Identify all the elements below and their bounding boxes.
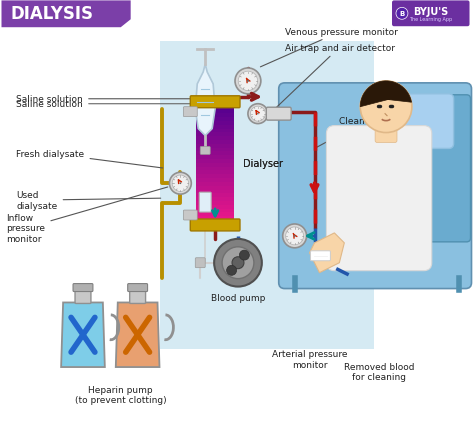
Polygon shape <box>1 1 131 28</box>
Circle shape <box>360 82 412 133</box>
FancyBboxPatch shape <box>183 211 197 220</box>
Circle shape <box>248 105 268 124</box>
Bar <box>196 110 234 114</box>
Bar <box>196 167 234 171</box>
Bar <box>196 133 234 137</box>
Polygon shape <box>116 303 159 367</box>
FancyBboxPatch shape <box>266 108 291 121</box>
Text: B: B <box>399 11 405 17</box>
Bar <box>196 216 234 220</box>
Bar <box>196 159 234 163</box>
Bar <box>196 148 234 152</box>
Text: Clean blood: Clean blood <box>317 117 393 148</box>
Bar <box>196 125 234 129</box>
FancyBboxPatch shape <box>130 290 146 304</box>
FancyBboxPatch shape <box>415 95 471 242</box>
Text: Used
dialysate: Used dialysate <box>17 191 161 210</box>
Bar <box>196 121 234 125</box>
Bar <box>196 106 234 110</box>
Bar <box>196 194 234 198</box>
Circle shape <box>294 235 296 237</box>
Bar <box>196 205 234 209</box>
Text: Heparin pump
(to prevent clotting): Heparin pump (to prevent clotting) <box>75 385 166 404</box>
Circle shape <box>239 251 249 261</box>
FancyBboxPatch shape <box>279 84 472 289</box>
FancyBboxPatch shape <box>310 251 330 261</box>
Bar <box>196 163 234 167</box>
Bar <box>196 113 234 118</box>
Bar <box>196 201 234 205</box>
Circle shape <box>227 266 237 276</box>
Text: Dialyser: Dialyser <box>243 159 283 169</box>
FancyBboxPatch shape <box>199 193 211 212</box>
Circle shape <box>247 81 249 83</box>
Circle shape <box>238 72 257 92</box>
Circle shape <box>169 173 191 195</box>
Polygon shape <box>195 65 215 136</box>
Circle shape <box>232 257 244 269</box>
FancyBboxPatch shape <box>73 284 93 292</box>
FancyBboxPatch shape <box>75 290 91 304</box>
Bar <box>196 144 234 148</box>
Circle shape <box>250 107 265 122</box>
Bar <box>196 174 234 179</box>
Bar <box>196 190 234 194</box>
Text: Fresh dialysate: Fresh dialysate <box>17 149 163 169</box>
Bar <box>196 129 234 133</box>
Circle shape <box>235 69 261 95</box>
FancyBboxPatch shape <box>190 219 240 231</box>
Text: Saline solution: Saline solution <box>17 95 193 104</box>
Bar <box>196 140 234 145</box>
FancyBboxPatch shape <box>195 258 205 268</box>
FancyBboxPatch shape <box>375 121 397 143</box>
Text: Venous pressure monitor: Venous pressure monitor <box>260 28 398 68</box>
FancyBboxPatch shape <box>190 96 240 109</box>
FancyBboxPatch shape <box>327 126 432 271</box>
FancyBboxPatch shape <box>382 95 454 149</box>
Bar <box>196 155 234 160</box>
Bar <box>196 182 234 186</box>
Polygon shape <box>61 303 105 367</box>
FancyBboxPatch shape <box>161 42 374 350</box>
Text: DIALYSIS: DIALYSIS <box>10 5 93 23</box>
Text: BYJU'S: BYJU'S <box>413 7 448 17</box>
FancyBboxPatch shape <box>128 284 147 292</box>
Text: The Learning App: The Learning App <box>409 17 452 22</box>
Circle shape <box>180 183 181 185</box>
Bar <box>196 186 234 190</box>
Bar <box>196 208 234 213</box>
Bar <box>196 152 234 156</box>
Polygon shape <box>360 82 411 107</box>
Circle shape <box>214 239 262 287</box>
FancyBboxPatch shape <box>183 107 197 117</box>
Bar <box>196 117 234 122</box>
Circle shape <box>396 8 408 20</box>
Bar <box>196 178 234 183</box>
Bar <box>196 136 234 141</box>
Polygon shape <box>310 233 344 273</box>
Circle shape <box>283 224 307 248</box>
Text: Dialyser: Dialyser <box>243 159 283 169</box>
Text: Blood pump: Blood pump <box>211 293 265 302</box>
Bar <box>196 197 234 201</box>
Circle shape <box>257 113 259 115</box>
Circle shape <box>172 176 189 192</box>
Text: Removed blood
for cleaning: Removed blood for cleaning <box>344 362 414 381</box>
Bar <box>196 170 234 175</box>
Text: Inflow
pressure
monitor: Inflow pressure monitor <box>7 187 168 243</box>
Text: Air trap and air detector: Air trap and air detector <box>272 43 395 113</box>
Circle shape <box>286 227 303 245</box>
Text: Arterial pressure
monitor: Arterial pressure monitor <box>272 350 347 369</box>
Text: Saline solution: Saline solution <box>17 100 192 109</box>
Bar <box>196 212 234 217</box>
Circle shape <box>222 247 254 279</box>
FancyBboxPatch shape <box>200 147 210 155</box>
FancyBboxPatch shape <box>392 1 470 27</box>
